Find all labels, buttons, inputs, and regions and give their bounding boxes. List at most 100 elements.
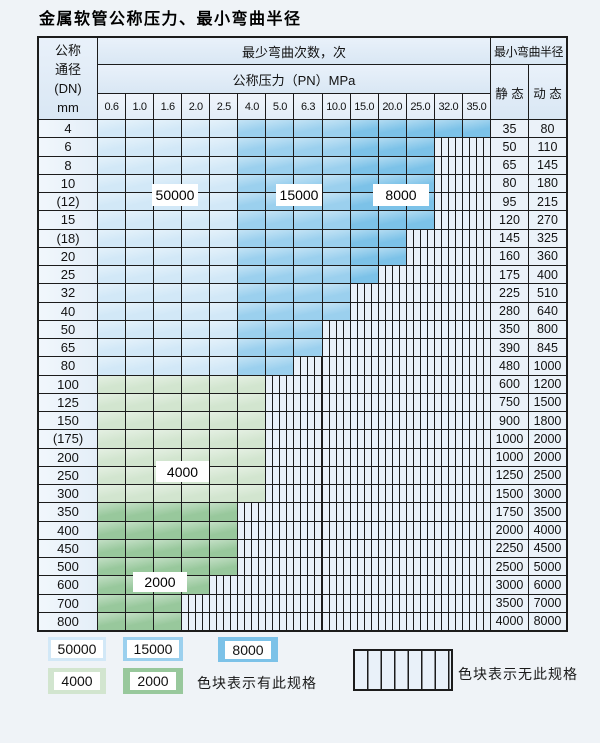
spec-cell [238, 393, 266, 411]
spec-cell [154, 503, 182, 521]
no-spec-cell [406, 320, 434, 338]
dynamic-radius-cell: 8000 [528, 612, 566, 630]
dynamic-radius-cell: 4500 [528, 539, 566, 557]
dynamic-radius-cell: 325 [528, 229, 566, 247]
no-spec-cell [434, 503, 462, 521]
spec-cell [126, 138, 154, 156]
no-spec-cell [322, 521, 350, 539]
dynamic-header: 动 态 [528, 65, 566, 119]
dynamic-radius-cell: 1000 [528, 357, 566, 375]
spec-cell [406, 211, 434, 229]
spec-cell [322, 302, 350, 320]
pressure-col-header: 35.0 [462, 94, 490, 119]
no-spec-cell [266, 612, 294, 630]
spec-cell [126, 448, 154, 466]
no-spec-cell [434, 138, 462, 156]
spec-cell [98, 430, 126, 448]
no-spec-cell [406, 284, 434, 302]
no-spec-cell [406, 539, 434, 557]
static-radius-cell: 1000 [490, 448, 528, 466]
spec-cell [182, 266, 210, 284]
spec-cell [98, 174, 126, 192]
pressure-col-header: 10.0 [322, 94, 350, 119]
page-title: 金属软管公称压力、最小弯曲半径 [39, 9, 302, 28]
no-spec-cell [294, 393, 322, 411]
spec-cell [210, 412, 238, 430]
dynamic-radius-cell: 2000 [528, 448, 566, 466]
pressure-col-header: 2.5 [210, 94, 238, 119]
cycle-label-4000: 4000 [156, 461, 209, 482]
dynamic-radius-cell: 1800 [528, 412, 566, 430]
spec-cell [350, 229, 378, 247]
static-radius-cell: 390 [490, 339, 528, 357]
no-spec-cell [322, 357, 350, 375]
no-spec-cell [406, 393, 434, 411]
spec-cell [126, 521, 154, 539]
dynamic-radius-cell: 510 [528, 284, 566, 302]
no-spec-cell [266, 503, 294, 521]
spec-cell [154, 594, 182, 612]
spec-cell [210, 558, 238, 576]
no-spec-cell [462, 211, 490, 229]
spec-cell [182, 393, 210, 411]
spec-cell [294, 138, 322, 156]
spec-cell [294, 211, 322, 229]
spec-cell [154, 302, 182, 320]
dn-cell: 15 [39, 211, 97, 229]
no-spec-cell [350, 558, 378, 576]
dynamic-radius-cell: 800 [528, 320, 566, 338]
dn-cell: 50 [39, 320, 97, 338]
no-spec-cell [406, 412, 434, 430]
spec-cell [154, 485, 182, 503]
spec-cell [210, 375, 238, 393]
no-spec-cell [406, 576, 434, 594]
no-spec-cell [238, 594, 266, 612]
no-spec-cell [462, 229, 490, 247]
spec-cell [154, 120, 182, 138]
dn-cell: 350 [39, 503, 97, 521]
dn-cell: 250 [39, 466, 97, 484]
spec-cell [238, 138, 266, 156]
no-spec-cell [462, 138, 490, 156]
static-radius-cell: 175 [490, 266, 528, 284]
dn-cell: 700 [39, 594, 97, 612]
spec-cell [294, 266, 322, 284]
no-spec-cell [434, 576, 462, 594]
spec-cell [182, 485, 210, 503]
static-radius-cell: 2500 [490, 558, 528, 576]
no-spec-cell [378, 539, 406, 557]
spec-cell [238, 120, 266, 138]
spec-cell [210, 174, 238, 192]
no-spec-cell [462, 174, 490, 192]
spec-cell [182, 430, 210, 448]
spec-cell [238, 266, 266, 284]
no-spec-cell [266, 576, 294, 594]
spec-cell [238, 156, 266, 174]
dn-cell: 400 [39, 521, 97, 539]
dynamic-radius-cell: 6000 [528, 576, 566, 594]
dn-cell: 500 [39, 558, 97, 576]
spec-cell [238, 320, 266, 338]
spec-cell [210, 466, 238, 484]
no-spec-cell [350, 612, 378, 630]
no-spec-cell [266, 412, 294, 430]
spec-cell [182, 284, 210, 302]
spec-cell [182, 247, 210, 265]
no-spec-cell [434, 375, 462, 393]
spec-cell [182, 302, 210, 320]
dynamic-radius-cell: 2500 [528, 466, 566, 484]
no-spec-cell [238, 503, 266, 521]
no-spec-cell [462, 284, 490, 302]
no-spec-cell [294, 412, 322, 430]
spec-cell [182, 357, 210, 375]
no-spec-cell [462, 412, 490, 430]
dynamic-radius-cell: 215 [528, 193, 566, 211]
spec-cell [210, 229, 238, 247]
static-radius-cell: 2000 [490, 521, 528, 539]
static-radius-cell: 1250 [490, 466, 528, 484]
spec-cell [98, 485, 126, 503]
no-spec-cell [406, 375, 434, 393]
dynamic-radius-cell: 4000 [528, 521, 566, 539]
no-spec-cell [294, 594, 322, 612]
dynamic-radius-cell: 845 [528, 339, 566, 357]
